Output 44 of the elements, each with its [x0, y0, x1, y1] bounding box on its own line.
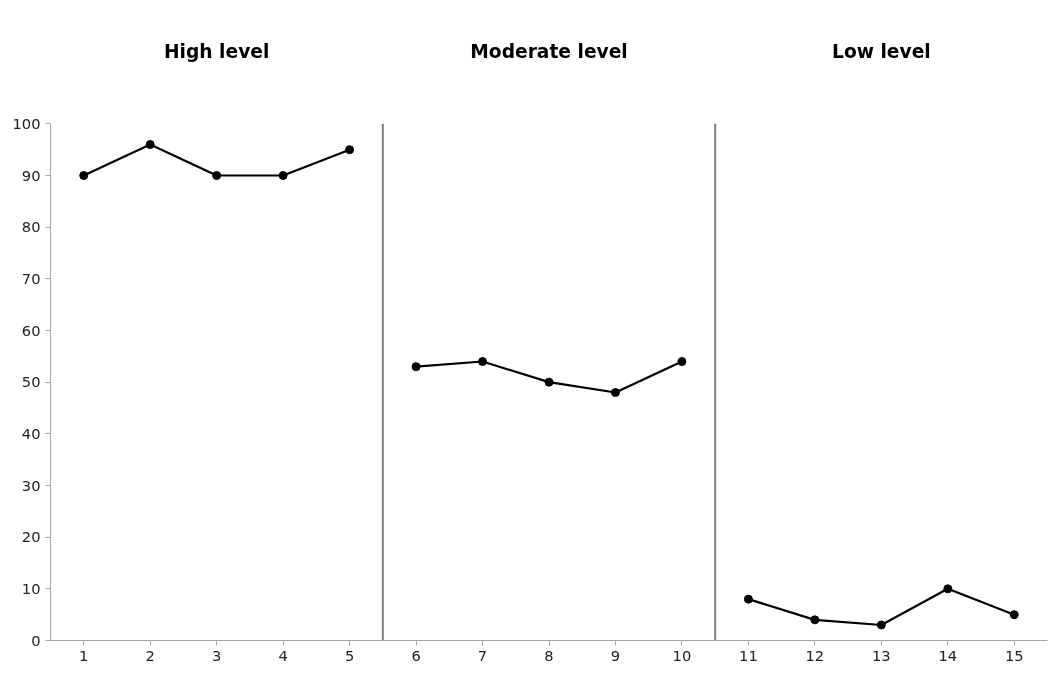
y-tick-label: 0 [31, 631, 41, 649]
x-tick-label: 8 [544, 646, 554, 664]
point [544, 377, 554, 387]
y-tick-label: 60 [21, 321, 41, 339]
x-tick-label: 14 [938, 646, 958, 664]
point [610, 388, 620, 397]
point [743, 594, 753, 604]
y-tick-label: 90 [21, 166, 41, 184]
x-tick-label: 9 [610, 646, 621, 664]
x-tick-label: 1 [79, 646, 89, 664]
x-tick-label: 3 [212, 646, 222, 664]
point [79, 171, 89, 180]
text: High level [163, 40, 270, 62]
y-tick-label: 20 [21, 528, 41, 546]
y-tick-label: 10 [21, 579, 41, 597]
x-tick-label: 6 [411, 646, 421, 664]
y-tick-label: 100 [12, 114, 41, 132]
x-tick-label: 11 [739, 646, 758, 664]
y-tick-label: 40 [21, 424, 41, 442]
point [1009, 610, 1019, 620]
point [145, 140, 155, 149]
y-tick-label: 70 [21, 269, 41, 287]
point [411, 362, 421, 372]
text: Moderate level [470, 40, 628, 62]
x-tick-label: 4 [278, 646, 288, 664]
x-tick-label: 12 [805, 646, 825, 664]
x-tick-label: 10 [672, 646, 692, 664]
point [677, 357, 687, 366]
y-tick-label: 50 [21, 373, 41, 391]
point [876, 620, 886, 630]
point [810, 615, 820, 625]
point [278, 171, 288, 180]
y-tick-label: 80 [21, 218, 41, 236]
point [345, 145, 355, 155]
text: Low level [831, 40, 931, 62]
y-tick-label: 30 [21, 476, 41, 494]
x-tick-label: 7 [477, 646, 488, 664]
point [478, 357, 488, 366]
x-tick-label: 2 [145, 646, 155, 664]
x-tick-label: 15 [1004, 646, 1024, 664]
point [943, 584, 953, 594]
point [212, 171, 222, 180]
x-tick-label: 13 [872, 646, 891, 664]
x-tick-label: 5 [344, 646, 355, 664]
